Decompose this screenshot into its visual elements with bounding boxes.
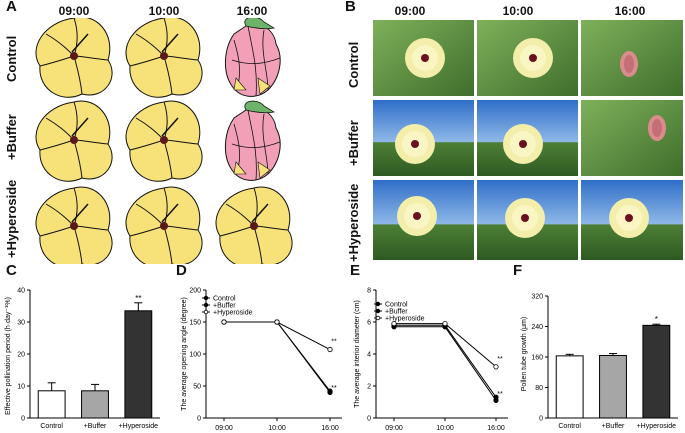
panel-label-b: B [345, 0, 356, 15]
c-bar [124, 310, 153, 419]
e-data-point [493, 364, 499, 370]
a-time-0900: 09:00 [58, 4, 90, 18]
a-time-1600: 16:00 [236, 4, 268, 18]
f-significance: * [655, 315, 658, 324]
e-series-line [394, 326, 497, 401]
c-y-tick-label: 20 [17, 352, 25, 359]
d-legend-marker [203, 295, 209, 301]
d-ylabel: The average opening angle (degree) [181, 297, 188, 411]
e-y-tick-label: 4 [367, 352, 371, 359]
e-legend-marker [375, 315, 381, 321]
f-y-tick-label: 320 [531, 294, 543, 301]
f-bar [599, 354, 627, 419]
b-row-hyperoside: +Hyperoside [346, 183, 361, 262]
b-time-0900: 09:00 [394, 4, 426, 18]
d-series-line [224, 321, 331, 392]
d-series-line [224, 321, 331, 393]
d-data-point [221, 319, 227, 325]
chart-e: The average interior diameter (cm) 0 2 4 6 8… [354, 288, 508, 432]
f-y-tick-label: 80 [535, 385, 543, 392]
c-y-tick-label: 40 [17, 288, 25, 295]
e-data-point [493, 397, 499, 404]
panel-label-e: E [350, 262, 361, 279]
c-y-tick-label: 0 [21, 416, 25, 423]
e-data-point [442, 320, 448, 327]
b-row-control: Control [346, 41, 361, 88]
e-y-tick-label: 0 [367, 416, 371, 423]
chart-d: The average opening angle (degree) 0 50 10… [181, 288, 342, 432]
c-bar [37, 390, 66, 419]
d-legend-marker [203, 302, 209, 308]
chart-f: Pollen tube growth (μm) 0 80 160 240 320 Cont… [521, 294, 678, 430]
d-x-tick-label: 16:00 [321, 425, 339, 432]
a-time-1000: 10:00 [148, 4, 180, 18]
e-x-tick-label: 10:00 [436, 425, 454, 432]
e-x-tick-label: 16:00 [487, 425, 505, 432]
panel-label-a: A [6, 0, 17, 15]
d-y-tick-label: 0 [197, 416, 201, 423]
d-significance: ** [331, 385, 337, 392]
e-series-line [394, 323, 497, 368]
d-x-tick-label: 10:00 [268, 425, 286, 432]
e-legend-marker [375, 301, 381, 307]
f-x-tick-label: +Buffer [602, 423, 625, 430]
a-row-hyperoside: +Hyperoside [4, 179, 19, 258]
e-legend-label: +Buffer [385, 309, 408, 316]
panel-label-f: F [513, 262, 523, 279]
c-x-tick-label: +Buffer [84, 423, 107, 430]
d-significance: ** [331, 339, 337, 346]
d-legend-label: Control [213, 296, 236, 303]
e-series-line [394, 324, 497, 398]
b-time-1000: 10:00 [502, 4, 534, 18]
f-y-tick-label: 240 [531, 324, 543, 331]
d-data-point [327, 346, 333, 353]
chart-c: Effective pollination period (h·day⁻¹%) … [5, 288, 160, 430]
c-y-tick-label: 10 [17, 384, 25, 391]
c-x-tick-label: +Hyperoside [119, 423, 159, 430]
d-y-tick-label: 150 [189, 320, 201, 327]
e-significance: ** [497, 391, 503, 398]
e-significance: ** [497, 356, 503, 363]
e-y-tick-label: 2 [367, 384, 371, 391]
panel-label-c: C [6, 262, 17, 279]
e-y-tick-label: 6 [367, 320, 371, 327]
e-legend-label: +Hyperoside [385, 316, 425, 323]
e-y-tick-label: 8 [367, 288, 371, 295]
e-ylabel: The average interior diameter (cm) [354, 300, 361, 408]
f-x-tick-label: Control [558, 423, 581, 430]
d-data-point [274, 319, 280, 325]
d-data-point [327, 389, 333, 396]
c-significance: ** [135, 294, 141, 303]
d-x-tick-label: 09:00 [215, 425, 233, 432]
f-bar [555, 355, 584, 419]
c-ylabel: Effective pollination period (h·day⁻¹%) [5, 297, 12, 415]
d-legend-label: +Hyperoside [213, 310, 253, 317]
panel-label-d: D [176, 262, 187, 279]
e-x-tick-label: 09:00 [385, 425, 403, 432]
e-legend-label: Control [385, 302, 408, 309]
d-legend-label: +Buffer [213, 303, 236, 310]
f-ylabel: Pollen tube growth (μm) [521, 317, 528, 391]
d-y-tick-label: 50 [193, 384, 201, 391]
flower-drawings [35, 18, 293, 264]
d-legend-marker [203, 309, 209, 315]
c-y-tick-label: 30 [17, 320, 25, 327]
flower-photos [373, 20, 683, 260]
d-y-tick-label: 200 [189, 288, 201, 295]
f-y-tick-label: 160 [531, 355, 543, 362]
e-legend-marker [375, 308, 381, 314]
c-bar [81, 390, 109, 419]
a-row-control: Control [4, 35, 19, 82]
d-y-tick-label: 100 [189, 352, 201, 359]
d-series-line [224, 321, 331, 350]
c-x-tick-label: Control [40, 423, 63, 430]
f-x-tick-label: +Hyperoside [637, 423, 677, 430]
e-data-point [391, 320, 397, 327]
b-time-1600: 16:00 [614, 4, 646, 18]
a-row-buffer: +Buffer [4, 114, 19, 160]
b-row-buffer: +Buffer [346, 120, 361, 166]
f-y-tick-label: 0 [539, 416, 543, 423]
f-bar [642, 324, 671, 419]
